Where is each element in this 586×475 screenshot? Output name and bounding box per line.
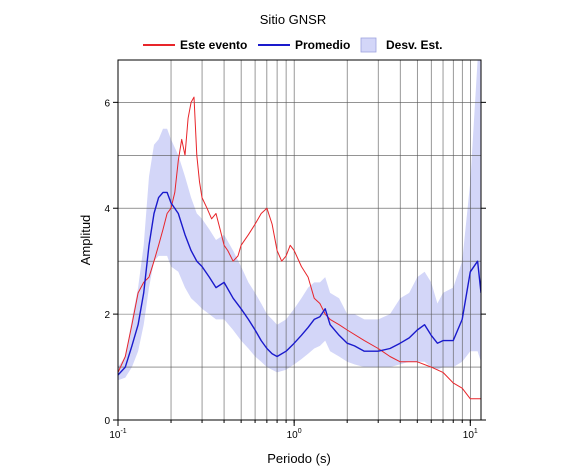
legend-swatch-desv-est <box>360 37 377 53</box>
std-band-layer <box>118 60 481 381</box>
std-band-0 <box>118 60 481 381</box>
y-tick-label: 0 <box>104 416 110 427</box>
y-tick-label: 4 <box>104 204 110 215</box>
y-axis-label: Amplitud <box>78 215 93 266</box>
plot-frame <box>117 59 482 421</box>
x-tick-label: 10-1 <box>109 428 126 441</box>
y-tick-label: 6 <box>104 98 110 109</box>
x-axis-label: Periodo (s) <box>267 451 331 466</box>
chart-title: Sitio GNSR <box>260 12 326 27</box>
x-tick-label: 101 <box>463 428 478 441</box>
y-tick-label: 2 <box>104 310 110 321</box>
legend-label-desv-est: Desv. Est. <box>386 38 442 52</box>
x-tick-label: 100 <box>287 428 302 441</box>
legend: Este evento Promedio Desv. Est. <box>143 37 442 53</box>
grid-layer <box>118 60 481 420</box>
series-line-este-evento <box>118 96 481 400</box>
ticks-layer: 0 2 4 6 10-1 100 101 <box>104 98 486 441</box>
legend-label-promedio: Promedio <box>295 38 350 52</box>
legend-label-este-evento: Este evento <box>180 38 247 52</box>
series-layer <box>118 96 481 400</box>
series-line-promedio <box>118 191 481 376</box>
